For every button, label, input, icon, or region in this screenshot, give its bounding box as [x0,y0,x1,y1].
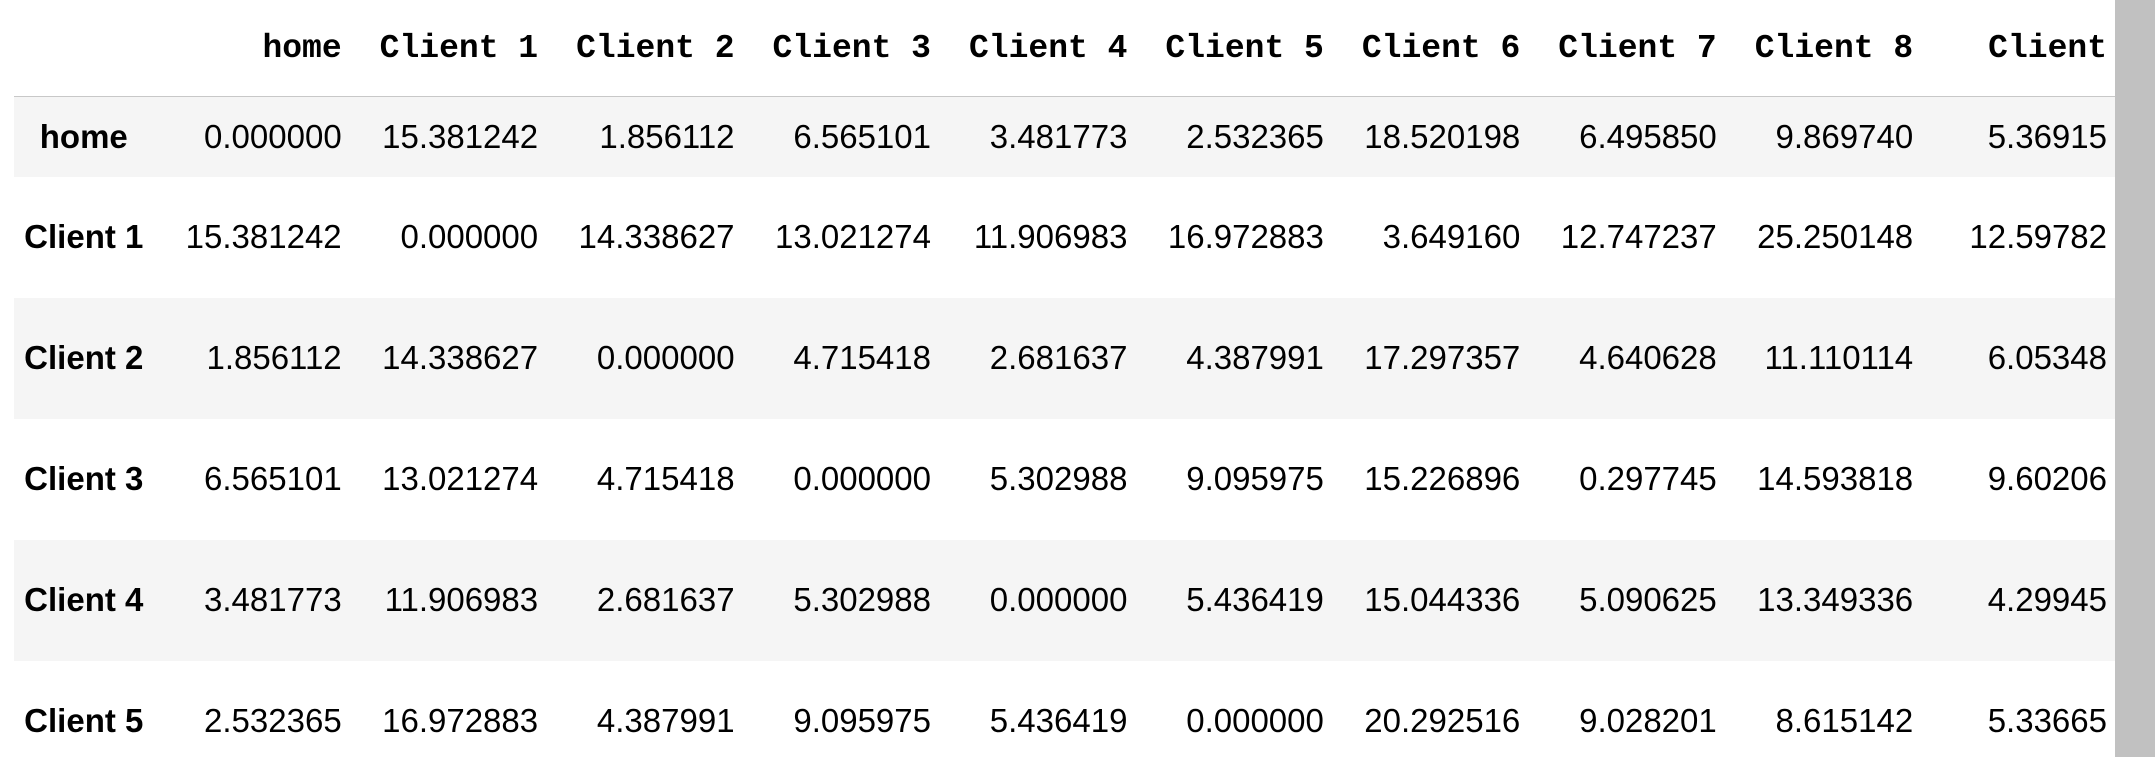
table-cell: 2.681637 [989,339,1128,376]
table-row: Client 5 2.532365 16.972883 4.387991 9.0… [14,660,2115,757]
table-cell: 11.906983 [973,218,1128,255]
table-cell: 8.615142 [1775,702,1914,739]
row-label: Client 4 [24,581,144,618]
table-cell: 0.000000 [204,117,342,155]
column-header: Client 1 [349,0,547,97]
table-cell: 14.338627 [578,218,735,255]
table-cell: 12.59782 [1969,218,2107,255]
column-header: Client 6 [1331,0,1529,97]
table-cell: 9.095975 [793,702,931,739]
column-header: Client 2 [546,0,743,97]
table-cell: 16.972883 [1167,218,1324,255]
table-row: Client 1 15.381242 0.000000 14.338627 13… [14,176,2115,298]
vertical-scrollbar[interactable] [2115,0,2155,757]
table-cell: 6.565101 [793,117,931,155]
table-cell: 5.436419 [989,702,1128,739]
table-cell: 4.640628 [1579,339,1717,376]
row-label: Client 1 [24,218,144,255]
table-row: Client 4 3.481773 11.906983 2.681637 5.3… [14,539,2115,661]
table-cell: 18.520198 [1364,117,1521,155]
table-cell: 13.021274 [382,460,539,497]
table-cell: 16.972883 [382,702,539,739]
row-label: Client 5 [24,702,144,739]
table-cell: 2.532365 [204,702,342,739]
table-cell: 15.044336 [1364,581,1521,618]
table-cell: 5.302988 [989,460,1128,497]
table-cell: 4.29945 [1987,581,2107,618]
row-label: Client 2 [24,339,144,376]
table-cell: 5.33665 [1987,702,2107,739]
table-cell: 5.090625 [1579,581,1717,618]
table-cell: 1.856112 [206,339,342,376]
table-cell: 13.349336 [1757,581,1914,618]
table-cell: 25.250148 [1757,218,1914,255]
table-cell: 9.60206 [1987,460,2107,497]
table-cell: 11.110114 [1764,339,1914,376]
table-cell: 6.495850 [1579,117,1717,155]
table-cell: 9.869740 [1775,117,1914,155]
table-cell: 13.021274 [774,218,931,255]
column-header: Client 4 [938,0,1136,97]
table-cell: 0.000000 [793,460,931,497]
table-cell: 2.681637 [596,581,735,618]
row-label: home [39,117,128,155]
table-cell: 0.297745 [1579,460,1717,497]
table-cell: 9.028201 [1579,702,1717,739]
column-header: Client 5 [1135,0,1332,97]
table-cell: 11.906983 [384,581,539,618]
table-cell: 14.593818 [1757,460,1914,497]
table-cell: 6.05348 [1987,339,2107,376]
table-cell: 4.387991 [1186,339,1324,376]
table-cell: 14.338627 [382,339,539,376]
scrollbar-thumb[interactable] [2115,0,2155,757]
column-header: Client 8 [1724,0,1922,97]
table-cell: 17.297357 [1364,339,1521,376]
column-header: home [153,0,350,97]
table-cell: 1.856112 [599,117,735,155]
table-cell: 3.481773 [989,117,1128,155]
distance-matrix-table: home Client 1 Client 2 Client 3 Client 4… [14,0,2115,757]
table-cell: 15.381242 [185,218,342,255]
table-cell: 12.747237 [1560,218,1717,255]
table-cell: 0.000000 [596,339,735,376]
table-cell: 15.226896 [1364,460,1521,497]
table-cell: 5.436419 [1186,581,1324,618]
table-cell: 4.715418 [596,460,735,497]
table-cell: 20.292516 [1364,702,1521,739]
table-cell: 9.095975 [1186,460,1324,497]
table-cell: 3.649160 [1382,218,1521,255]
column-header: Client 7 [1528,0,1725,97]
table-cell: 0.000000 [1186,702,1324,739]
table-cell: 4.715418 [793,339,931,376]
column-header: Client [1921,0,2115,97]
table-cell: 2.532365 [1186,117,1324,155]
table-cell: 6.565101 [204,460,342,497]
table-cell: 0.000000 [989,581,1128,618]
table-cell: 4.387991 [596,702,735,739]
row-label: Client 3 [24,460,144,497]
table-row: Client 2 1.856112 14.338627 0.000000 4.7… [14,297,2115,419]
table-cell: 15.381242 [382,117,539,155]
column-header: Client 3 [742,0,939,97]
table-row: Client 3 6.565101 13.021274 4.715418 0.0… [14,418,2115,540]
index-header [14,0,154,97]
table-cell: 5.302988 [793,581,931,618]
table-cell: 3.481773 [204,581,342,618]
table-cell: 0.000000 [400,218,539,255]
header-row: home Client 1 Client 2 Client 3 Client 4… [14,0,2115,97]
table-row: home 0.000000 15.381242 1.856112 6.56510… [14,96,2115,177]
table-cell: 5.36915 [1987,117,2107,155]
